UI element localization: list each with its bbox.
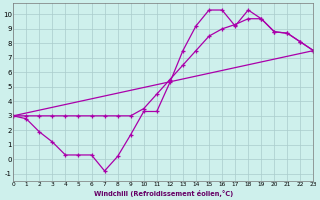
X-axis label: Windchill (Refroidissement éolien,°C): Windchill (Refroidissement éolien,°C) [94,190,233,197]
